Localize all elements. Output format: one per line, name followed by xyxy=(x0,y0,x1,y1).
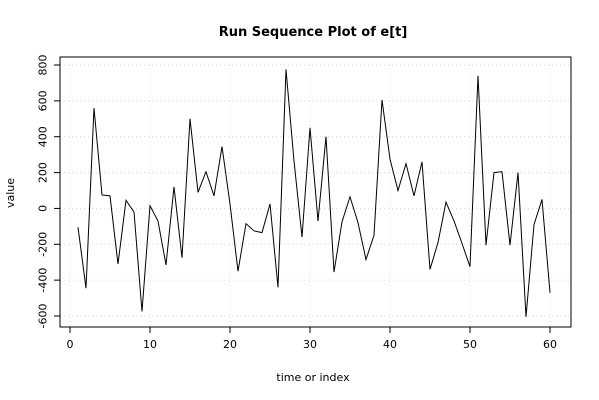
x-tick-label: 30 xyxy=(303,338,317,351)
x-axis-label: time or index xyxy=(276,371,350,384)
series-layer xyxy=(77,69,551,317)
y-tick-label: 600 xyxy=(37,90,50,111)
y-tick-label: 400 xyxy=(37,126,50,147)
grid-layer xyxy=(60,57,571,327)
x-tick-label: 20 xyxy=(223,338,237,351)
series-line xyxy=(77,69,551,317)
x-tick-label: 40 xyxy=(383,338,397,351)
plot-frame xyxy=(59,56,572,328)
x-tick-label: 0 xyxy=(67,338,74,351)
y-tick-label: 800 xyxy=(37,55,50,76)
x-tick-label: 60 xyxy=(543,338,557,351)
y-axis-label: value xyxy=(4,178,17,208)
y-axis: -600 -400 -200 0 200 400 600 800 xyxy=(37,55,60,329)
chart-title: Run Sequence Plot of e[t] xyxy=(219,25,408,40)
y-tick-label: -400 xyxy=(37,268,50,293)
x-axis: 0 10 20 30 40 50 60 xyxy=(67,327,557,351)
y-tick-label: -600 xyxy=(37,304,50,329)
x-tick-label: 10 xyxy=(143,338,157,351)
y-tick-label: 200 xyxy=(37,162,50,183)
y-tick-label: -200 xyxy=(37,232,50,257)
x-tick-label: 50 xyxy=(463,338,477,351)
y-tick-label: 0 xyxy=(37,205,50,212)
